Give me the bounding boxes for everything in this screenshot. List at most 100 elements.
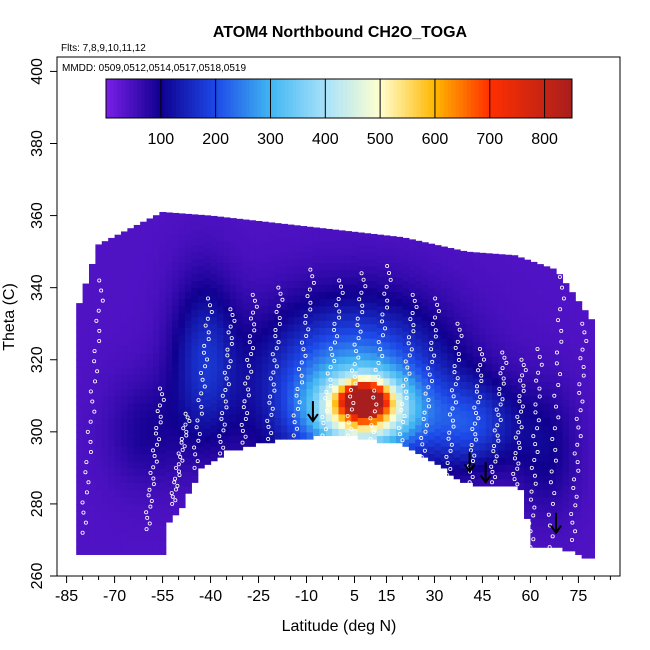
heatmap-cell	[466, 410, 474, 419]
heatmap-cell	[344, 248, 352, 256]
sample-point	[203, 323, 208, 328]
heatmap-cell	[184, 255, 192, 264]
colorbar-swatch	[428, 79, 433, 118]
colorbar-tick-label: 800	[531, 131, 558, 148]
heatmap-cell	[581, 428, 589, 437]
heatmap-cell	[447, 388, 455, 397]
heatmap-cell	[101, 417, 109, 426]
heatmap-cell	[344, 341, 352, 350]
sample-point	[457, 327, 462, 332]
heatmap-cell	[511, 327, 519, 336]
heatmap-cell	[562, 493, 570, 501]
sample-point	[226, 330, 231, 335]
heatmap-cell	[485, 298, 493, 307]
heatmap-cell	[236, 312, 244, 321]
heatmap-cell	[396, 255, 404, 264]
heatmap-cell	[178, 269, 186, 278]
heatmap-cell	[332, 341, 340, 350]
heatmap-cell	[434, 392, 442, 400]
heatmap-cell	[306, 230, 314, 238]
heatmap-cell	[370, 403, 378, 411]
heatmap-cell	[178, 493, 186, 501]
heatmap-cell	[408, 363, 416, 372]
heatmap-cell	[415, 388, 423, 397]
sample-point	[523, 368, 528, 373]
heatmap-cell	[88, 366, 96, 375]
heatmap-cell	[204, 442, 212, 451]
heatmap-cell	[530, 266, 538, 274]
sample-point	[97, 278, 102, 283]
heatmap-cell	[216, 435, 224, 444]
heatmap-cell	[76, 303, 84, 310]
heatmap-cell	[389, 269, 397, 278]
heatmap-cell	[127, 359, 135, 368]
heatmap-cell	[504, 449, 512, 458]
heatmap-cell	[376, 392, 384, 400]
heatmap-cell	[184, 291, 192, 300]
heatmap-cell	[165, 255, 173, 264]
heatmap-cell	[588, 413, 596, 422]
heatmap-cell	[184, 435, 192, 444]
heatmap-cell	[536, 338, 544, 346]
heatmap-cell	[280, 273, 288, 282]
heatmap-cell	[172, 464, 180, 473]
heatmap-cell	[581, 514, 589, 523]
heatmap-cell	[453, 464, 461, 473]
heatmap-cell	[344, 240, 352, 249]
heatmap-cell	[159, 424, 167, 433]
heatmap-cell	[280, 424, 288, 433]
heatmap-cell	[421, 406, 429, 415]
heatmap-cell	[287, 395, 295, 404]
heatmap-cell	[556, 359, 564, 368]
heatmap-cell	[376, 248, 384, 256]
heatmap-cell	[248, 220, 256, 224]
heatmap-cell	[351, 363, 359, 372]
heatmap-cell	[588, 399, 596, 408]
heatmap-cell	[127, 431, 135, 440]
heatmap-cell	[556, 518, 564, 527]
heatmap-cell	[159, 417, 167, 426]
heatmap-cell	[357, 232, 365, 238]
heatmap-cell	[127, 338, 135, 346]
sample-point	[556, 318, 561, 323]
heatmap-cell	[504, 284, 512, 292]
heatmap-cell	[434, 428, 442, 437]
heatmap-cell	[300, 374, 308, 382]
heatmap-cell	[300, 280, 308, 289]
heatmap-cell	[453, 255, 461, 264]
heatmap-cell	[76, 453, 84, 462]
sample-point	[149, 499, 154, 504]
heatmap-cell	[517, 330, 525, 339]
heatmap-cell	[434, 248, 442, 256]
heatmap-cell	[383, 384, 391, 393]
sample-point	[532, 505, 537, 510]
heatmap-cell	[280, 381, 288, 390]
heatmap-cell	[133, 532, 141, 541]
heatmap-cell	[82, 287, 90, 296]
heatmap-cell	[364, 302, 372, 310]
heatmap-cell	[178, 478, 186, 487]
heatmap-cell	[152, 410, 160, 419]
heatmap-cell	[492, 377, 500, 386]
heatmap-cell	[472, 428, 480, 437]
sample-point	[374, 402, 379, 407]
heatmap-cell	[152, 215, 160, 224]
heatmap-cell	[581, 529, 589, 537]
heatmap-cell	[588, 320, 596, 328]
heatmap-cell	[504, 363, 512, 372]
heatmap-cell	[88, 316, 96, 325]
heatmap-cell	[511, 464, 519, 473]
heatmap-cell	[524, 446, 532, 455]
heatmap-cell	[300, 302, 308, 310]
heatmap-cell	[556, 309, 564, 318]
heatmap-cell	[242, 417, 250, 426]
sample-point	[192, 465, 197, 470]
heatmap-cell	[530, 338, 538, 346]
heatmap-cell	[556, 403, 564, 411]
sample-point	[346, 420, 351, 425]
sample-point	[515, 414, 520, 419]
heatmap-cell	[524, 439, 532, 447]
sample-point	[433, 328, 438, 333]
heatmap-cell	[114, 532, 122, 541]
heatmap-cell	[300, 431, 308, 440]
